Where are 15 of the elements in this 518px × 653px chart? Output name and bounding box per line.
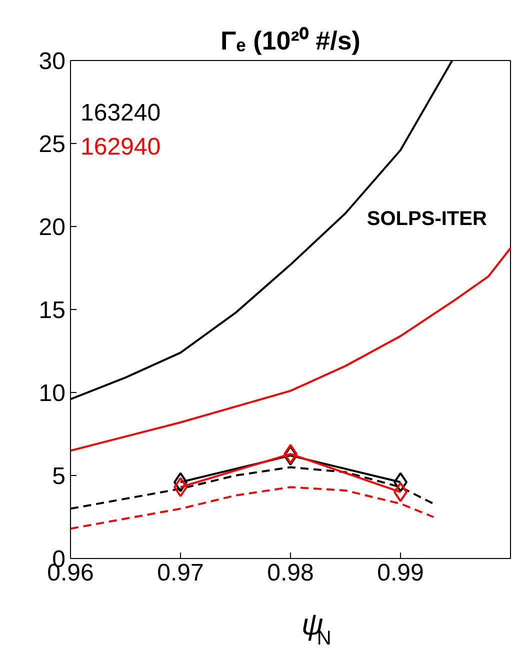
y-tick-label: 10 xyxy=(38,380,66,407)
text: 163240 xyxy=(80,100,161,126)
annotation: SOLPS-ITER xyxy=(366,208,488,230)
line-series xyxy=(70,486,434,530)
chart-title: Γₑ (10²⁰ #/s) xyxy=(220,26,360,56)
y-tick-label: 15 xyxy=(38,297,66,324)
x-tick-label: 0.97 xyxy=(157,560,204,586)
x-tick-label: 0.99 xyxy=(377,560,424,586)
text: 162940 xyxy=(80,134,161,160)
x-tick-label: 0.98 xyxy=(267,560,314,586)
y-tick-label: 30 xyxy=(38,48,66,75)
y-tick-label: 20 xyxy=(38,214,66,241)
line-series xyxy=(70,247,510,452)
y-tick-label: 5 xyxy=(52,463,66,490)
y-tick-label: 25 xyxy=(38,131,66,158)
